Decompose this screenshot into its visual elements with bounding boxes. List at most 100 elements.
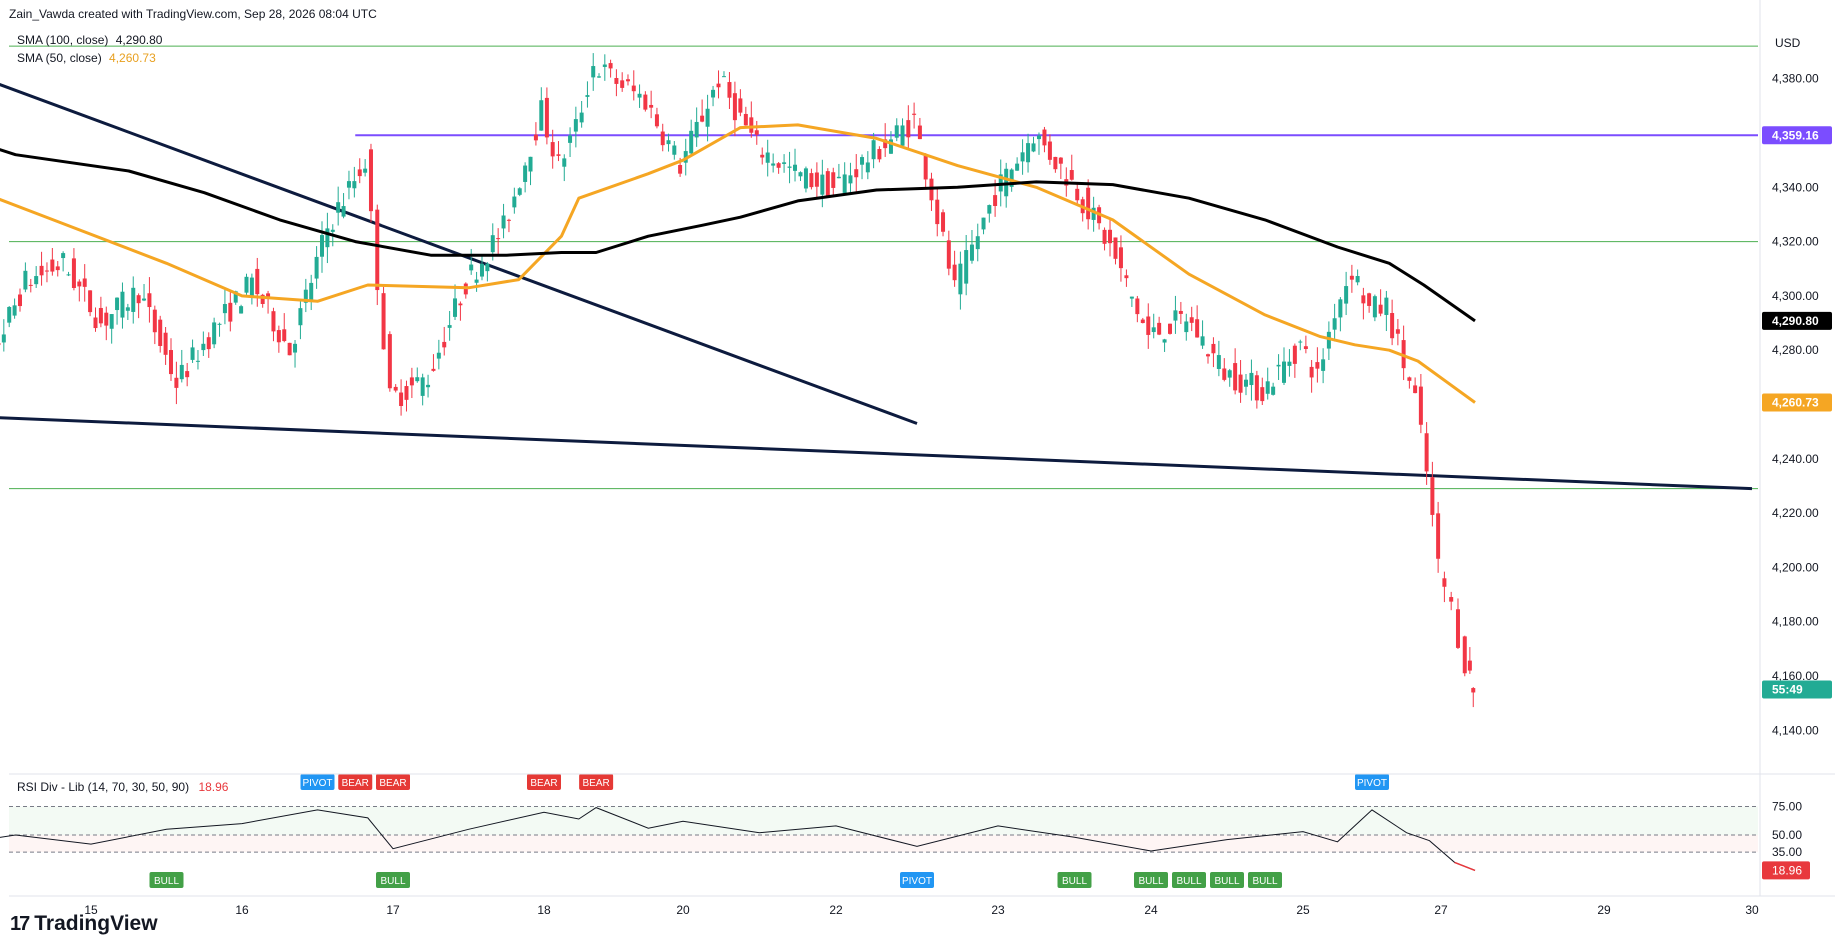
rsi-marker-bull: BULL: [1134, 872, 1168, 888]
candle-body: [17, 294, 22, 307]
candle-body: [993, 195, 998, 207]
candle-body: [341, 206, 346, 217]
candle-body: [1118, 247, 1123, 269]
candle-body: [303, 289, 308, 303]
rsi-legend-label: RSI Div - Lib (14, 70, 30, 50, 90): [17, 780, 190, 794]
candle-body: [906, 120, 911, 138]
candle-body: [168, 350, 173, 375]
rsi-marker-text: BULL: [1176, 876, 1201, 887]
candle-body: [142, 298, 147, 301]
candle-body: [1, 334, 6, 343]
candle-body: [1349, 275, 1354, 280]
rsi-marker-bg: [1172, 872, 1206, 888]
sma100-legend[interactable]: SMA (100, close) 4,290.80: [17, 33, 162, 47]
rsi-marker-text: BULL: [1138, 876, 1163, 887]
rsi-legend-value: 18.96: [198, 780, 229, 794]
rsi-marker-bull: BULL: [1057, 872, 1092, 888]
rsi-marker-text: BULL: [1252, 876, 1277, 887]
candle-body: [287, 342, 292, 356]
candle-body: [1418, 386, 1423, 425]
candle-body: [420, 377, 425, 396]
candle-body: [1361, 295, 1366, 304]
candle-body: [654, 114, 659, 127]
y-tick-label: 4,220.00: [1772, 506, 1819, 520]
candle-body: [523, 165, 528, 182]
candle-body: [104, 312, 109, 326]
candle-body: [1222, 368, 1227, 380]
candle-body: [1462, 636, 1467, 674]
candle-body: [244, 276, 249, 293]
candle-body: [1162, 339, 1167, 343]
rsi-oversold-segment: [1454, 861, 1476, 872]
candle-body: [883, 139, 888, 149]
tradingview-logo-icon: 17: [10, 912, 30, 935]
candle-body: [591, 66, 596, 78]
candle-body: [239, 306, 244, 314]
candle-body: [512, 196, 517, 208]
candle-body: [716, 83, 721, 88]
x-tick-label: 30: [1745, 903, 1759, 917]
rsi-marker-bg: [149, 872, 184, 888]
rsi-marker-bg: [1057, 872, 1092, 888]
candle-body: [1206, 354, 1210, 357]
candle-body: [798, 172, 803, 177]
candle-body: [7, 306, 12, 323]
price-label-text: 55:49: [1772, 683, 1803, 697]
currency-label[interactable]: USD: [1775, 36, 1801, 50]
candle-body: [1298, 341, 1303, 343]
candle-body: [1355, 276, 1360, 283]
rsi-line: [0, 807, 1476, 871]
candle-body: [952, 264, 957, 281]
candle-body: [556, 154, 561, 156]
candle-body: [1178, 310, 1183, 314]
candle-body: [1031, 143, 1036, 152]
candle-body: [1102, 229, 1107, 244]
rsi-marker-text: BEAR: [379, 778, 406, 789]
candle-body: [163, 332, 168, 355]
candle-body: [672, 145, 677, 155]
candle-body: [120, 291, 125, 318]
candle-body: [825, 171, 830, 197]
candle-body: [282, 329, 287, 342]
candle-body: [694, 121, 699, 138]
candle-body: [1260, 387, 1265, 402]
rsi-marker-bg: [338, 774, 373, 790]
candle-body: [115, 297, 120, 311]
candle-body: [814, 172, 819, 187]
candle-body: [711, 89, 716, 98]
rsi-current-label: 18.96: [1762, 861, 1810, 880]
candle-body: [404, 386, 409, 400]
rsi-marker-bg: [527, 774, 561, 790]
candle-body: [447, 325, 452, 328]
candle-body: [1135, 298, 1140, 315]
candle-body: [1471, 688, 1476, 693]
candle-body: [1157, 322, 1162, 335]
candle-body: [1015, 163, 1020, 171]
candle-body: [1321, 359, 1326, 371]
candle-body: [1227, 370, 1232, 378]
rsi-legend[interactable]: RSI Div - Lib (14, 70, 30, 50, 90) 18.96: [17, 780, 228, 794]
candle-body: [935, 199, 940, 225]
tradingview-logo[interactable]: 17 TradingView: [10, 912, 158, 936]
x-tick-label: 23: [991, 903, 1005, 917]
candle-body: [131, 287, 136, 312]
candle-body: [319, 235, 324, 257]
candle-body: [1026, 143, 1031, 163]
candle-body: [625, 79, 630, 82]
sma50-legend[interactable]: SMA (50, close) 4,260.73: [17, 51, 156, 65]
candle-body: [1146, 316, 1151, 335]
x-tick-label: 25: [1296, 903, 1310, 917]
candle-body: [1430, 477, 1435, 515]
rsi-current-text: 18.96: [1772, 863, 1802, 877]
candle-body: [1282, 361, 1286, 383]
rsi-marker-bear: BEAR: [527, 774, 561, 790]
candle-body: [190, 347, 195, 360]
rsi-marker-bg: [376, 872, 410, 888]
candle-body: [1372, 296, 1377, 318]
candle-body: [28, 284, 33, 286]
rsi-marker-bg: [376, 774, 410, 790]
rsi-level-label: 50.00: [1772, 828, 1802, 842]
candle-body: [352, 181, 357, 189]
candle-body: [528, 156, 533, 172]
